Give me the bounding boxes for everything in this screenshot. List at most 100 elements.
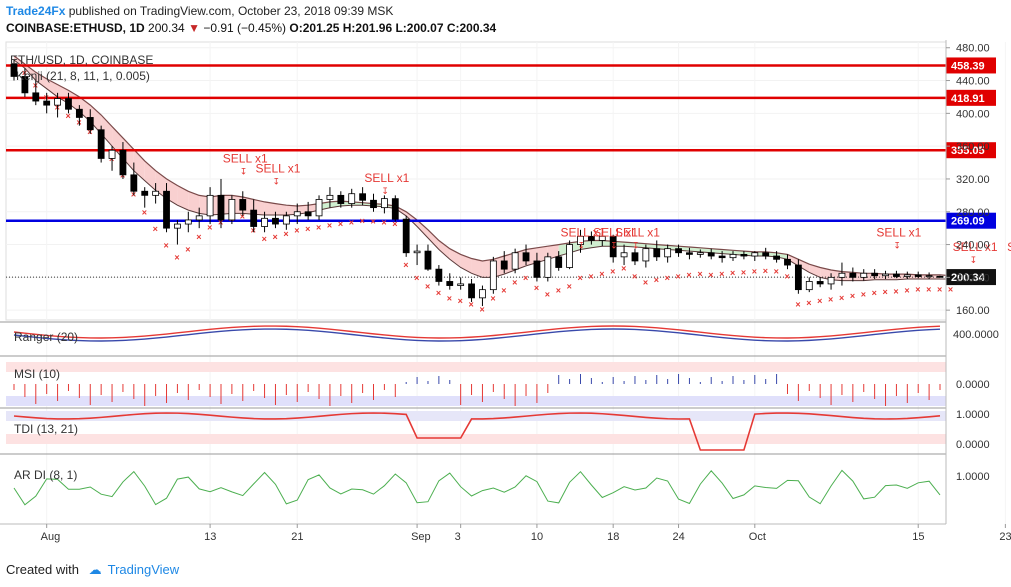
kenji-cloud-segment xyxy=(624,242,635,248)
trail-marker: × xyxy=(458,296,463,306)
trail-marker: × xyxy=(425,281,430,291)
kenji-cloud-segment xyxy=(471,258,483,278)
candle-body xyxy=(326,194,334,200)
kenji-cloud-segment xyxy=(264,201,276,216)
trail-marker: × xyxy=(469,299,474,309)
tdi-lower-zone xyxy=(6,434,946,444)
kenji-cloud-segment xyxy=(438,240,450,260)
sell-signal-arrow-icon: ↧ xyxy=(272,176,280,186)
candle-body xyxy=(838,272,846,278)
kenji-cloud-segment xyxy=(733,250,744,256)
candle-body xyxy=(174,223,181,229)
sell-signal-label: SELL x1 xyxy=(1007,240,1011,254)
trail-marker: × xyxy=(294,226,299,236)
tradingview-link[interactable]: TradingView xyxy=(107,562,180,577)
level-price-label: 418.91 xyxy=(951,93,985,105)
sell-signal-arrow-icon: ↧ xyxy=(610,240,618,250)
candle-body xyxy=(43,100,51,106)
candle-body xyxy=(119,149,127,176)
candle-body xyxy=(587,235,595,241)
published-text: published on TradingView.com, October 23… xyxy=(68,4,394,18)
sell-signal-label: SELL x1 xyxy=(223,152,268,166)
time-tick-label: Aug xyxy=(41,531,61,543)
trail-marker: × xyxy=(795,299,800,309)
candle-body xyxy=(925,275,933,278)
trail-marker: × xyxy=(588,272,593,282)
candle-body xyxy=(479,289,486,299)
candle-body xyxy=(533,260,541,278)
candle-body xyxy=(315,199,323,217)
candle-body xyxy=(10,63,18,77)
level-price-label: 355.05 xyxy=(951,145,985,157)
trail-marker: × xyxy=(414,273,419,283)
kenji-cloud-segment xyxy=(427,229,439,250)
trail-marker: × xyxy=(142,208,147,218)
candle-body xyxy=(228,199,236,221)
sell-signal-arrow-icon: ↧ xyxy=(893,240,901,250)
symbol-name: COINBASE:ETHUSD, 1D xyxy=(6,21,145,35)
candle-body xyxy=(97,129,105,159)
sell-signals: SELL x1↧ SELL x1↧ SELL x1↧SELL x1↧SELL x1↧… xyxy=(223,152,1011,266)
time-tick-label: 13 xyxy=(204,531,216,543)
kenji-cloud-segment xyxy=(417,219,428,238)
price-tick-label: 160.00 xyxy=(956,305,990,317)
candle-body xyxy=(108,149,116,159)
tradingview-cloud-icon[interactable]: ☁ xyxy=(88,562,102,577)
level-price-label: 458.39 xyxy=(951,60,985,72)
indicator-panels xyxy=(0,321,946,506)
trail-marker: × xyxy=(665,273,670,283)
trail-marker: × xyxy=(784,272,789,282)
price-change: −0.91 (−0.45%) xyxy=(203,21,287,35)
down-arrow-icon: ▼ xyxy=(188,21,200,35)
candle-body xyxy=(718,255,726,259)
price-tick-label: 360.00 xyxy=(956,141,990,153)
trail-marker: × xyxy=(403,260,408,270)
trail-marker: × xyxy=(556,285,561,295)
trail-marker: × xyxy=(893,286,898,296)
price-chart[interactable]: 458.39 418.91 355.05 269.09 200.34 × × × × × × × × ×… xyxy=(0,40,1011,558)
trail-marker: × xyxy=(774,267,779,277)
kenji-cloud-segment xyxy=(634,242,646,248)
time-tick-label: 10 xyxy=(531,531,543,543)
candle-body xyxy=(152,190,160,196)
candle-body xyxy=(348,193,356,204)
trail-marker: × xyxy=(926,285,931,295)
candle-body xyxy=(936,275,944,278)
trail-marker: × xyxy=(599,269,604,279)
candle-body xyxy=(435,268,443,282)
indicator-label: Kenji (21, 8, 11, 1, 0.005) xyxy=(16,69,150,83)
candle-body xyxy=(675,248,682,254)
price-axis[interactable]: 480.00 440.00 400.00 360.00 320.00 280.00 240.… xyxy=(945,40,990,524)
time-tick-label: 18 xyxy=(607,531,619,543)
time-tick-label: 24 xyxy=(673,531,685,543)
candle-body xyxy=(882,273,889,277)
candle-body xyxy=(751,252,759,257)
trail-marker: × xyxy=(338,219,343,229)
sell-signal-label: SELL x1 xyxy=(364,171,409,185)
trail-marker: × xyxy=(523,273,528,283)
candle-body xyxy=(468,283,475,299)
candle-body xyxy=(577,235,584,245)
candle-body xyxy=(413,250,421,254)
last-price: 200.34 xyxy=(148,21,185,35)
trail-marker: × xyxy=(763,266,768,276)
candle-body xyxy=(631,252,639,262)
tdi-upper-zone xyxy=(6,411,946,421)
candle-body xyxy=(380,198,388,209)
kenji-cloud-segment xyxy=(787,254,799,266)
kenji-lower-line xyxy=(13,59,951,282)
kenji-cloud-segment xyxy=(177,185,189,211)
trail-marker: × xyxy=(392,219,397,229)
candle-body xyxy=(740,253,748,257)
candle-body xyxy=(762,252,770,257)
trail-marker: × xyxy=(828,294,833,304)
time-axis[interactable]: Aug 13 21 Sep 3 10 18 24 Oct 15 23 xyxy=(0,523,1011,543)
trail-marker: × xyxy=(850,291,855,301)
price-tick-label: 400.00 xyxy=(956,108,990,120)
sell-signal-label: SELL x1 xyxy=(560,225,605,239)
candle-body xyxy=(391,198,399,220)
trail-marker: × xyxy=(479,304,484,314)
publisher-name[interactable]: Trade24Fx xyxy=(6,4,66,18)
price-tick-label: 280.00 xyxy=(956,207,990,219)
candle-body xyxy=(609,235,617,258)
